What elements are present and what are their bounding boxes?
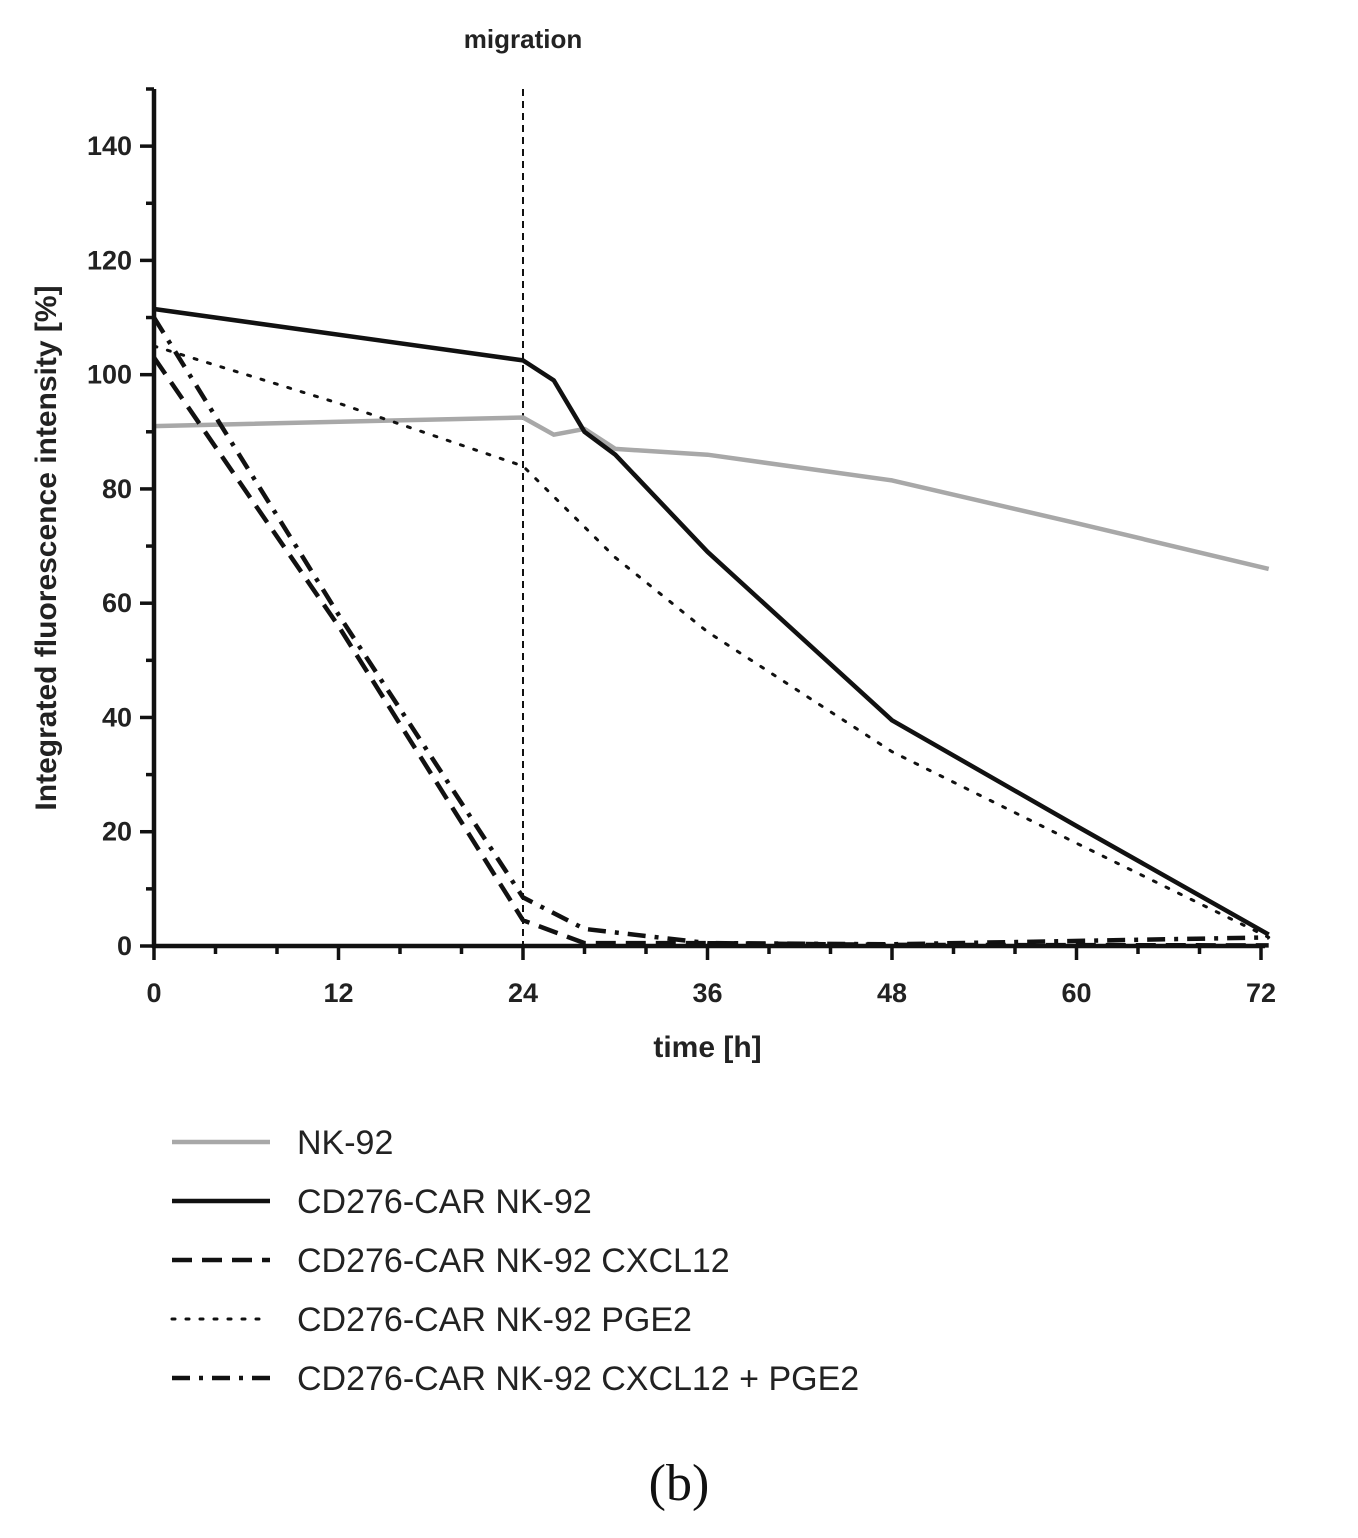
x-tick-label: 48	[877, 978, 907, 1008]
x-tick-label: 72	[1246, 978, 1276, 1008]
y-tick-label: 40	[102, 702, 132, 732]
series-line-5	[152, 316, 1269, 947]
y-tick-label: 20	[102, 817, 132, 847]
x-tick-label: 0	[146, 978, 161, 1008]
panel-label: (b)	[649, 1455, 710, 1512]
plot-lines	[152, 89, 1271, 948]
x-tick-label: 60	[1061, 978, 1091, 1008]
legend-label-5: CD276-CAR NK-92 CXCL12 + PGE2	[297, 1360, 859, 1398]
axes: migration 0 20 40 60 80 100 120 140 0 12 24 36 48 60 72…	[30, 24, 1276, 1064]
x-tick-label: 12	[323, 978, 353, 1008]
series-line-3	[152, 356, 1269, 948]
x-tick-label: 24	[508, 978, 538, 1008]
migration-annotation: migration	[464, 24, 582, 54]
legend-label-2: CD276-CAR NK-92	[297, 1183, 592, 1221]
x-tick-label: 36	[692, 978, 722, 1008]
y-tick-label: 100	[87, 360, 132, 390]
y-tick-label: 60	[102, 588, 132, 618]
series-line-4	[152, 344, 1271, 939]
legend-label-4: CD276-CAR NK-92 PGE2	[297, 1301, 692, 1339]
y-tick-label: 80	[102, 474, 132, 504]
y-tick-label: 0	[117, 931, 132, 961]
x-axis-label: time [h]	[653, 1031, 761, 1064]
y-tick-label: 140	[87, 131, 132, 161]
series-line-1	[153, 415, 1270, 572]
y-axis-label: Integrated fluorescence intensity [%]	[30, 285, 63, 810]
legend: NK-92 CD276-CAR NK-92 CD276-CAR NK-92 CXCL…	[170, 1124, 859, 1398]
y-tick-label: 120	[87, 245, 132, 275]
legend-label-3: CD276-CAR NK-92 CXCL12	[297, 1242, 730, 1280]
series-line-2	[153, 306, 1270, 937]
legend-label-1: NK-92	[297, 1124, 393, 1162]
